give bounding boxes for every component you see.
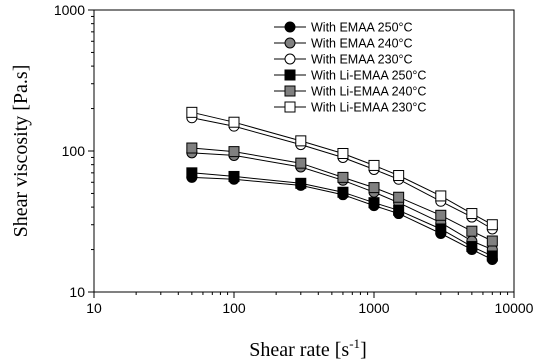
data-point (295, 157, 307, 169)
series-6 (186, 106, 498, 231)
series-4 (186, 167, 498, 262)
data-point (368, 159, 380, 171)
data-point (337, 147, 349, 159)
series-1 (186, 171, 498, 266)
legend-label: With Li-EMAA 230°C (311, 101, 426, 115)
legend-marker (284, 21, 296, 33)
legend-entry: With Li-EMAA 230°C (274, 101, 426, 115)
data-point (393, 170, 405, 182)
legend-entry: With EMAA 230°C (274, 53, 413, 67)
legend-marker (284, 101, 296, 113)
data-point (435, 190, 447, 202)
legend-entry: With Li-EMAA 250°C (274, 69, 426, 83)
data-point (435, 209, 447, 221)
x-tick-label: 100 (222, 300, 246, 316)
x-tick-label: 10000 (495, 300, 534, 316)
legend-entry: With Li-EMAA 240°C (274, 85, 426, 99)
x-axis-title-main: Shear rate [s (249, 339, 349, 361)
data-point (228, 146, 240, 158)
series-layer (186, 106, 498, 266)
x-axis-title-superscript: -1 (349, 336, 360, 351)
data-point (368, 197, 380, 209)
axis-ticks: 10 100 1000 10000 10 100 1000 (54, 2, 534, 316)
legend-marker (284, 69, 296, 81)
data-point (466, 225, 478, 237)
y-tick-label: 10 (69, 284, 85, 300)
y-tick-label: 1000 (54, 2, 85, 18)
data-point (486, 219, 498, 231)
x-tick-label: 1000 (358, 300, 389, 316)
data-point (295, 177, 307, 189)
data-point (435, 223, 447, 235)
legend-label: With EMAA 240°C (311, 37, 413, 51)
data-point (393, 204, 405, 216)
legend: With EMAA 250°C With EMAA 240°C With EMAA … (274, 21, 426, 115)
legend-marker (284, 37, 296, 49)
legend-label: With EMAA 250°C (311, 21, 413, 35)
data-point (186, 106, 198, 118)
data-point (295, 135, 307, 147)
legend-entry: With EMAA 240°C (274, 37, 413, 51)
x-tick-label: 10 (86, 300, 102, 316)
x-axis-title-end: ] (360, 339, 367, 361)
data-point (393, 191, 405, 203)
data-point (337, 171, 349, 183)
data-point (368, 182, 380, 194)
y-axis-title: Shear viscosity [Pa.s] (10, 65, 32, 238)
legend-marker (284, 53, 296, 65)
legend-label: With Li-EMAA 240°C (311, 85, 426, 99)
data-point (486, 250, 498, 262)
data-point (337, 186, 349, 198)
legend-label: With Li-EMAA 250°C (311, 69, 426, 83)
y-tick-label: 100 (62, 143, 86, 159)
data-point (486, 235, 498, 247)
plot-frame (93, 9, 515, 293)
data-point (228, 170, 240, 182)
legend-label: With EMAA 230°C (311, 53, 413, 67)
data-point (466, 208, 478, 220)
series-5 (186, 142, 498, 247)
data-point (186, 142, 198, 154)
legend-entry: With EMAA 250°C (274, 21, 413, 35)
data-point (228, 116, 240, 128)
data-point (466, 241, 478, 253)
series-line (191, 152, 493, 251)
data-point (186, 167, 198, 179)
legend-marker (284, 85, 296, 97)
x-axis-title: Shear rate [s-1] (249, 336, 366, 361)
